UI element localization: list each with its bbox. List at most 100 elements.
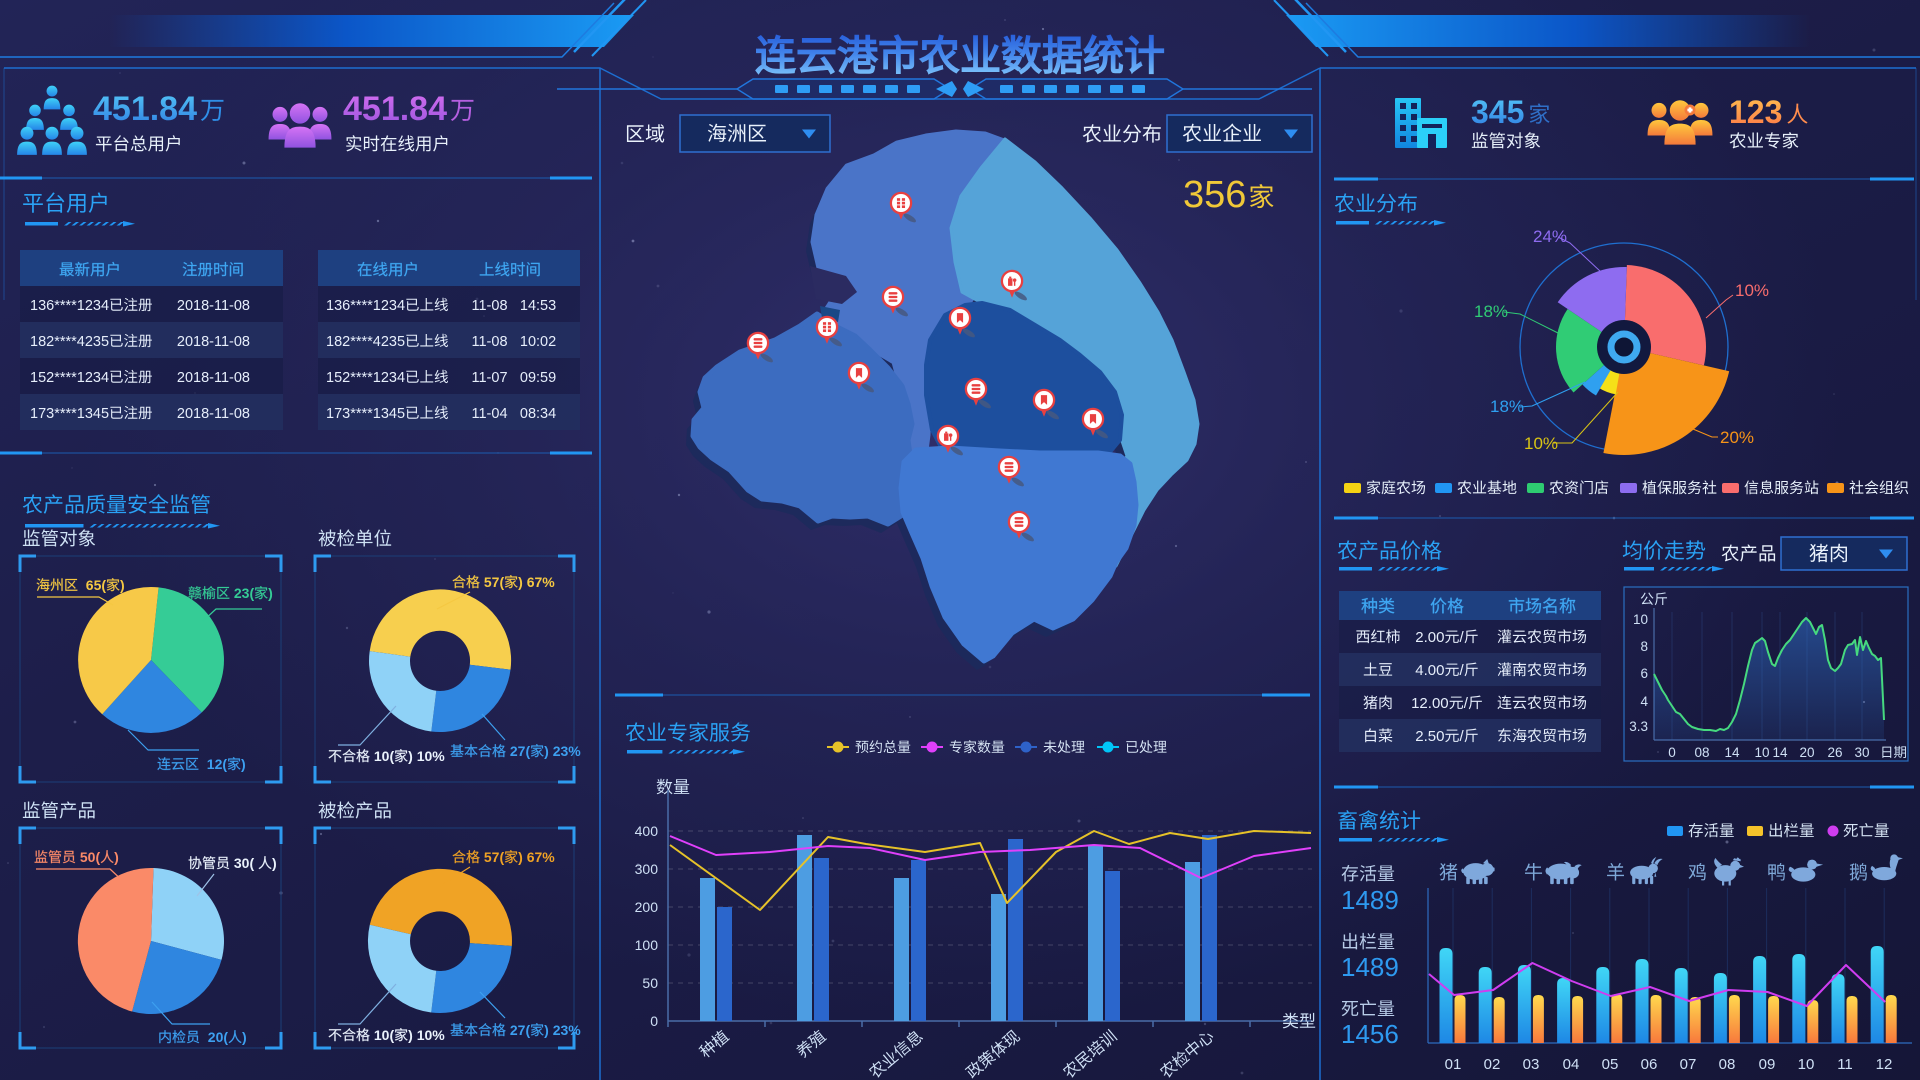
svg-text:136****1234: 136****1234 bbox=[326, 298, 405, 314]
svg-text:12: 12 bbox=[1876, 1056, 1893, 1073]
svg-text:0: 0 bbox=[1668, 745, 1676, 760]
svg-text:07: 07 bbox=[1680, 1056, 1697, 1073]
svg-text:10: 10 bbox=[1754, 745, 1769, 760]
svg-text:173****1345: 173****1345 bbox=[30, 406, 109, 422]
svg-text:27(: 27( bbox=[510, 1022, 531, 1038]
svg-text:3.3: 3.3 bbox=[1629, 719, 1648, 734]
svg-text:): ) bbox=[408, 748, 413, 764]
svg-text:173****1345: 173****1345 bbox=[326, 406, 405, 422]
svg-text:4.00: 4.00 bbox=[1415, 662, 1444, 679]
svg-text:182****4235: 182****4235 bbox=[30, 334, 109, 350]
svg-text:20%: 20% bbox=[1720, 428, 1754, 447]
svg-text:400: 400 bbox=[635, 823, 659, 839]
svg-text:50(: 50( bbox=[80, 849, 101, 865]
svg-text:451.84: 451.84 bbox=[93, 90, 197, 128]
svg-text:10: 10 bbox=[1633, 612, 1648, 627]
svg-text:10(: 10( bbox=[374, 1027, 395, 1043]
svg-text:20(: 20( bbox=[208, 1029, 229, 1045]
svg-text:345: 345 bbox=[1471, 94, 1524, 130]
svg-text:2018-11-08: 2018-11-08 bbox=[177, 406, 250, 422]
svg-text:10:02: 10:02 bbox=[520, 334, 556, 350]
svg-text:): ) bbox=[544, 743, 549, 759]
svg-text:356: 356 bbox=[1183, 174, 1246, 216]
svg-text:300: 300 bbox=[635, 861, 659, 877]
svg-text:65(: 65( bbox=[86, 577, 107, 593]
svg-text:01: 01 bbox=[1445, 1056, 1462, 1073]
svg-text:11-07: 11-07 bbox=[472, 370, 508, 386]
svg-text:10%: 10% bbox=[1524, 434, 1558, 453]
svg-text:10(: 10( bbox=[374, 748, 395, 764]
svg-text:14:53: 14:53 bbox=[520, 298, 556, 314]
svg-text:4: 4 bbox=[1640, 694, 1648, 709]
svg-text:152****1234: 152****1234 bbox=[326, 370, 405, 386]
svg-text:123: 123 bbox=[1729, 94, 1782, 130]
svg-text:2.00: 2.00 bbox=[1415, 629, 1444, 646]
svg-text:): ) bbox=[518, 574, 523, 590]
svg-text:08:34: 08:34 bbox=[520, 406, 556, 422]
svg-text:08: 08 bbox=[1694, 745, 1709, 760]
svg-text:2.50: 2.50 bbox=[1415, 728, 1444, 745]
svg-text:03: 03 bbox=[1523, 1056, 1540, 1073]
svg-text:/: / bbox=[1464, 695, 1469, 712]
svg-text:100: 100 bbox=[635, 937, 659, 953]
svg-text:6: 6 bbox=[1640, 666, 1648, 681]
svg-text:2018-11-08: 2018-11-08 bbox=[177, 298, 250, 314]
svg-text:09: 09 bbox=[1759, 1056, 1776, 1073]
svg-text:0: 0 bbox=[650, 1013, 658, 1029]
svg-text:09:59: 09:59 bbox=[520, 370, 556, 386]
svg-text:08: 08 bbox=[1719, 1056, 1736, 1073]
svg-text:18%: 18% bbox=[1490, 397, 1524, 416]
svg-text:): ) bbox=[114, 849, 119, 865]
svg-text:1489: 1489 bbox=[1341, 885, 1399, 915]
svg-text:50: 50 bbox=[642, 975, 658, 991]
svg-text:1489: 1489 bbox=[1341, 952, 1399, 982]
svg-text:): ) bbox=[408, 1027, 413, 1043]
svg-text:12(: 12( bbox=[207, 756, 228, 772]
svg-text:57(: 57( bbox=[484, 849, 505, 865]
svg-text:): ) bbox=[241, 756, 246, 772]
svg-text:30: 30 bbox=[1854, 745, 1869, 760]
svg-text:10%: 10% bbox=[1735, 281, 1769, 300]
svg-text:04: 04 bbox=[1563, 1056, 1580, 1073]
svg-text:): ) bbox=[268, 585, 273, 601]
svg-text:2018-11-08: 2018-11-08 bbox=[177, 370, 250, 386]
svg-text:451.84: 451.84 bbox=[343, 90, 447, 128]
svg-text:/: / bbox=[1460, 728, 1465, 745]
svg-text:02: 02 bbox=[1484, 1056, 1501, 1073]
svg-text:11-08: 11-08 bbox=[472, 334, 508, 350]
svg-text:10: 10 bbox=[1798, 1056, 1815, 1073]
svg-text:14: 14 bbox=[1724, 745, 1740, 760]
svg-text:12.00: 12.00 bbox=[1411, 695, 1449, 712]
svg-text:1456: 1456 bbox=[1341, 1019, 1399, 1049]
svg-text:11: 11 bbox=[1837, 1056, 1853, 1073]
svg-text:18%: 18% bbox=[1474, 302, 1508, 321]
svg-text:/: / bbox=[1460, 629, 1465, 646]
svg-text:23%: 23% bbox=[553, 743, 582, 759]
svg-text:57(: 57( bbox=[484, 574, 505, 590]
svg-text:11-08: 11-08 bbox=[472, 298, 508, 314]
svg-text:10%: 10% bbox=[417, 1027, 446, 1043]
svg-text:05: 05 bbox=[1602, 1056, 1619, 1073]
svg-text:): ) bbox=[518, 849, 523, 865]
svg-text:182****4235: 182****4235 bbox=[326, 334, 405, 350]
svg-text:67%: 67% bbox=[527, 849, 556, 865]
svg-text:30(: 30( bbox=[234, 855, 255, 871]
svg-text:136****1234: 136****1234 bbox=[30, 298, 109, 314]
svg-text:20: 20 bbox=[1799, 745, 1814, 760]
svg-text:14: 14 bbox=[1772, 745, 1788, 760]
svg-text:27(: 27( bbox=[510, 743, 531, 759]
svg-text:23(: 23( bbox=[234, 585, 255, 601]
svg-text:11-04: 11-04 bbox=[472, 406, 508, 422]
svg-text:): ) bbox=[272, 855, 277, 871]
svg-text:): ) bbox=[544, 1022, 549, 1038]
svg-text:23%: 23% bbox=[553, 1022, 582, 1038]
svg-text:24%: 24% bbox=[1533, 227, 1567, 246]
svg-text:/: / bbox=[1460, 662, 1465, 679]
svg-text:200: 200 bbox=[635, 899, 659, 915]
svg-text:): ) bbox=[120, 577, 125, 593]
svg-text:67%: 67% bbox=[527, 574, 556, 590]
svg-text:): ) bbox=[242, 1029, 247, 1045]
svg-text:06: 06 bbox=[1641, 1056, 1658, 1073]
svg-text:8: 8 bbox=[1640, 639, 1648, 654]
svg-text:26: 26 bbox=[1827, 745, 1842, 760]
